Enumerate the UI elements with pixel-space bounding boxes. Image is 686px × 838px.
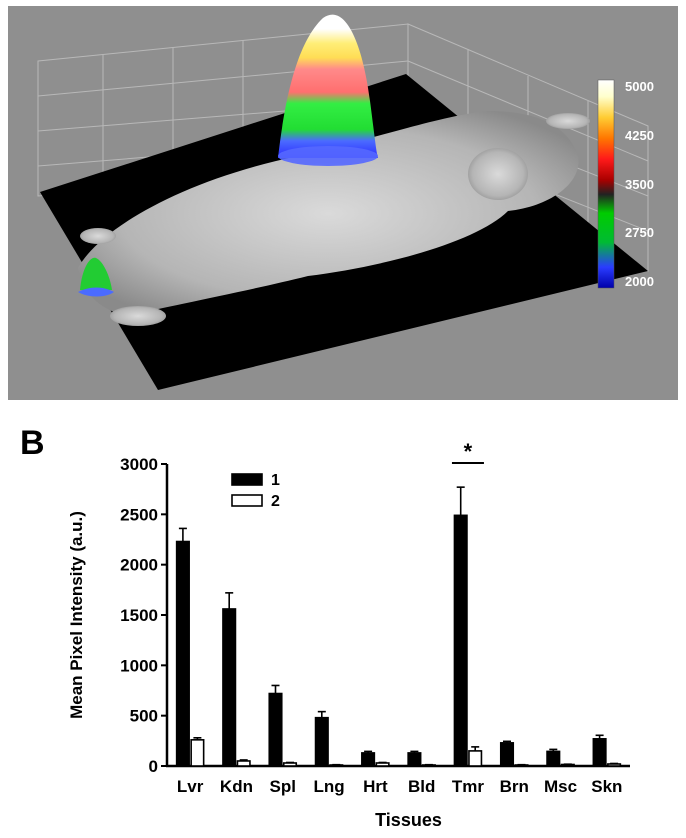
legend-label-1: 1 — [271, 472, 280, 489]
legend-swatch-2 — [231, 494, 263, 507]
bar-chart: B 0 500 1000 1500 2000 2500 3000 Mean Pixel Int… — [20, 424, 630, 830]
bar-skn-series-1 — [592, 738, 607, 767]
x-tick-label: Lvr — [177, 777, 204, 796]
bar-kdn-series-2 — [236, 760, 251, 767]
y-tick-label: 3000 — [120, 455, 158, 474]
y-tick-label: 2500 — [120, 505, 158, 524]
bar-tmr-series-1 — [453, 514, 468, 767]
colorbar-tick-label: 2750 — [625, 225, 654, 240]
bar-kdn-series-1 — [222, 608, 237, 767]
colorbar-tick-label: 4250 — [625, 128, 654, 143]
bar-tmr-series-2 — [468, 750, 483, 767]
y-tick-label: 2000 — [120, 556, 158, 575]
x-tick-label: Hrt — [363, 777, 388, 796]
bar-msc-series-2 — [560, 763, 575, 767]
colorbar-tick-label: 3500 — [625, 177, 654, 192]
bar-lvr-series-1 — [175, 540, 190, 767]
bar-hrt-series-1 — [361, 752, 376, 767]
bar-spl-series-2 — [282, 762, 298, 767]
x-tick-label: Kdn — [220, 777, 253, 796]
panel-label: B — [20, 424, 45, 462]
x-tick-label: Bld — [408, 777, 435, 796]
y-tick-label: 1000 — [120, 656, 158, 675]
x-tick-label: Lng — [313, 777, 344, 796]
bar-skn-series-2 — [607, 763, 622, 767]
bar-bld-series-2 — [421, 764, 436, 767]
bar-spl-series-1 — [268, 692, 283, 767]
legend-swatch-1 — [231, 473, 263, 486]
bar-brn-series-1 — [499, 742, 515, 767]
y-tick-label: 1500 — [120, 606, 158, 625]
bar-brn-series-2 — [514, 764, 529, 767]
x-tick-label: Spl — [270, 777, 296, 796]
bar-hrt-series-2 — [375, 762, 390, 767]
colorbar-tick-label: 5000 — [625, 79, 654, 94]
x-tick-label: Tmr — [452, 777, 485, 796]
y-axis-label: Mean Pixel Intensity (a.u.) — [67, 511, 86, 719]
bar-lvr-series-2 — [190, 739, 205, 767]
heatmap-image-panel: 5000 4250 3500 2750 2000 — [8, 6, 678, 400]
bar-lng-series-1 — [314, 716, 329, 767]
y-tick-label: 0 — [149, 757, 158, 776]
bar-msc-series-1 — [546, 750, 561, 767]
x-tick-label: Skn — [591, 777, 622, 796]
legend-label-2: 2 — [271, 493, 280, 510]
colorbar-tick-label: 2000 — [625, 274, 654, 289]
bar-bld-series-1 — [407, 752, 422, 767]
x-axis-label: Tissues — [375, 810, 442, 830]
significance-star: * — [464, 439, 473, 464]
bar-lng-series-2 — [329, 764, 344, 767]
y-tick-label: 500 — [130, 707, 158, 726]
x-tick-label: Brn — [500, 777, 529, 796]
x-tick-label: Msc — [544, 777, 577, 796]
